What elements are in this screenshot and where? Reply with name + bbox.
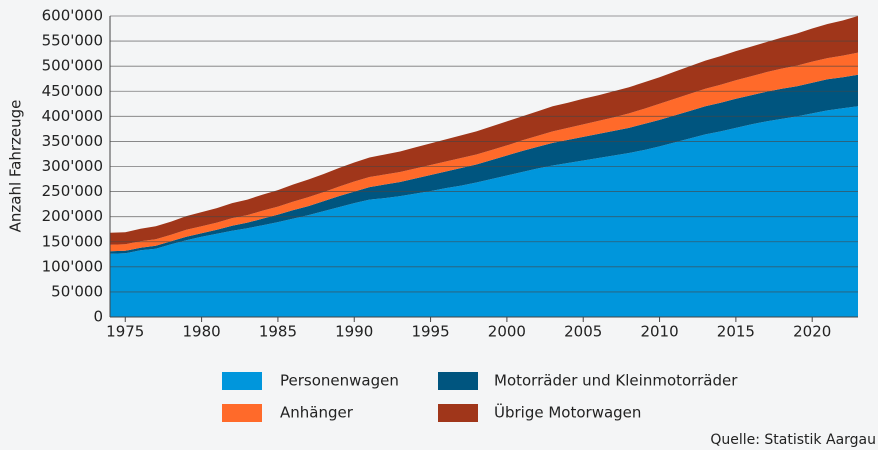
y-tick-label: 100'000 xyxy=(42,257,103,275)
y-tick-label: 300'000 xyxy=(42,157,103,175)
legend-label: Personenwagen xyxy=(280,372,399,390)
legend-swatch xyxy=(222,404,262,422)
legend-swatch xyxy=(438,404,478,422)
x-tick-label: 1980 xyxy=(182,323,220,341)
x-tick-label: 1995 xyxy=(411,323,449,341)
y-tick-label: 500'000 xyxy=(42,57,103,75)
y-tick-label: 200'000 xyxy=(42,207,103,225)
y-tick-label: 250'000 xyxy=(42,182,103,200)
source: Quelle: Statistik Aargau xyxy=(710,432,876,448)
legend-swatch xyxy=(438,372,478,390)
y-tick-label: 400'000 xyxy=(42,107,103,125)
y-tick-label: 350'000 xyxy=(42,132,103,150)
area xyxy=(110,16,858,245)
area xyxy=(110,52,858,252)
y-axis-label: Anzahl Fahrzeuge xyxy=(7,100,25,233)
x-tick-label: 2015 xyxy=(717,323,755,341)
x-tick-label: 2010 xyxy=(640,323,678,341)
legend-label: Übrige Motorwagen xyxy=(494,403,641,422)
x-tick-label: 1990 xyxy=(335,323,373,341)
x-tick-label: 1975 xyxy=(106,323,144,341)
legend-label: Anhänger xyxy=(280,404,354,422)
x-tick-label: 2020 xyxy=(793,323,831,341)
area xyxy=(110,106,858,317)
x-tick-label: 2000 xyxy=(488,323,526,341)
legend-label: Motorräder und Kleinmotorräder xyxy=(494,372,738,390)
y-tick-label: 450'000 xyxy=(42,82,103,100)
legend-swatch xyxy=(222,372,262,390)
y-tick-label: 150'000 xyxy=(42,232,103,250)
y-tick-label: 0 xyxy=(93,308,103,326)
y-tick-label: 550'000 xyxy=(42,32,103,50)
y-tick-label: 50'000 xyxy=(51,282,103,300)
area xyxy=(110,74,858,254)
x-tick-label: 1985 xyxy=(259,323,297,341)
y-tick-label: 600'000 xyxy=(42,7,103,25)
x-tick-label: 2005 xyxy=(564,323,602,341)
